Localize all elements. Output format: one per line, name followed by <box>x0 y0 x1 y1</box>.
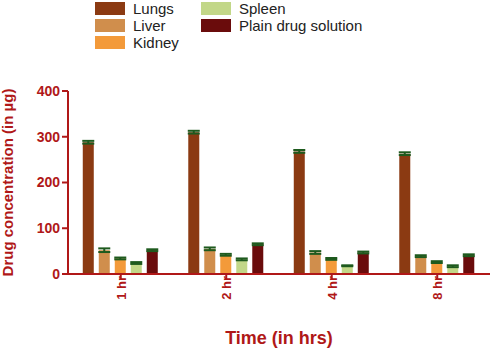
svg-text:2 hr: 2 hr <box>219 276 234 300</box>
svg-text:0: 0 <box>52 266 60 282</box>
svg-text:8 hr: 8 hr <box>430 276 445 300</box>
html-text:Kidney: Kidney <box>133 34 179 51</box>
svg-text:400: 400 <box>37 83 61 99</box>
html-text:Lungs: Lungs <box>133 0 174 17</box>
svg-text:300: 300 <box>37 129 61 145</box>
html-text:Liver: Liver <box>133 17 166 34</box>
svg-text:Drug concentration (in µg): Drug concentration (in µg) <box>8 89 16 277</box>
svg-text:4 hr: 4 hr <box>325 276 340 300</box>
html-text:Plain drug solution: Plain drug solution <box>238 17 363 34</box>
svg-text:100: 100 <box>37 220 61 236</box>
html-text:Spleen: Spleen <box>238 0 286 17</box>
svg-text:1 hr: 1 hr <box>114 276 129 300</box>
svg-text:200: 200 <box>37 174 61 190</box>
svg-text:Time (in hrs): Time (in hrs) <box>225 328 333 348</box>
